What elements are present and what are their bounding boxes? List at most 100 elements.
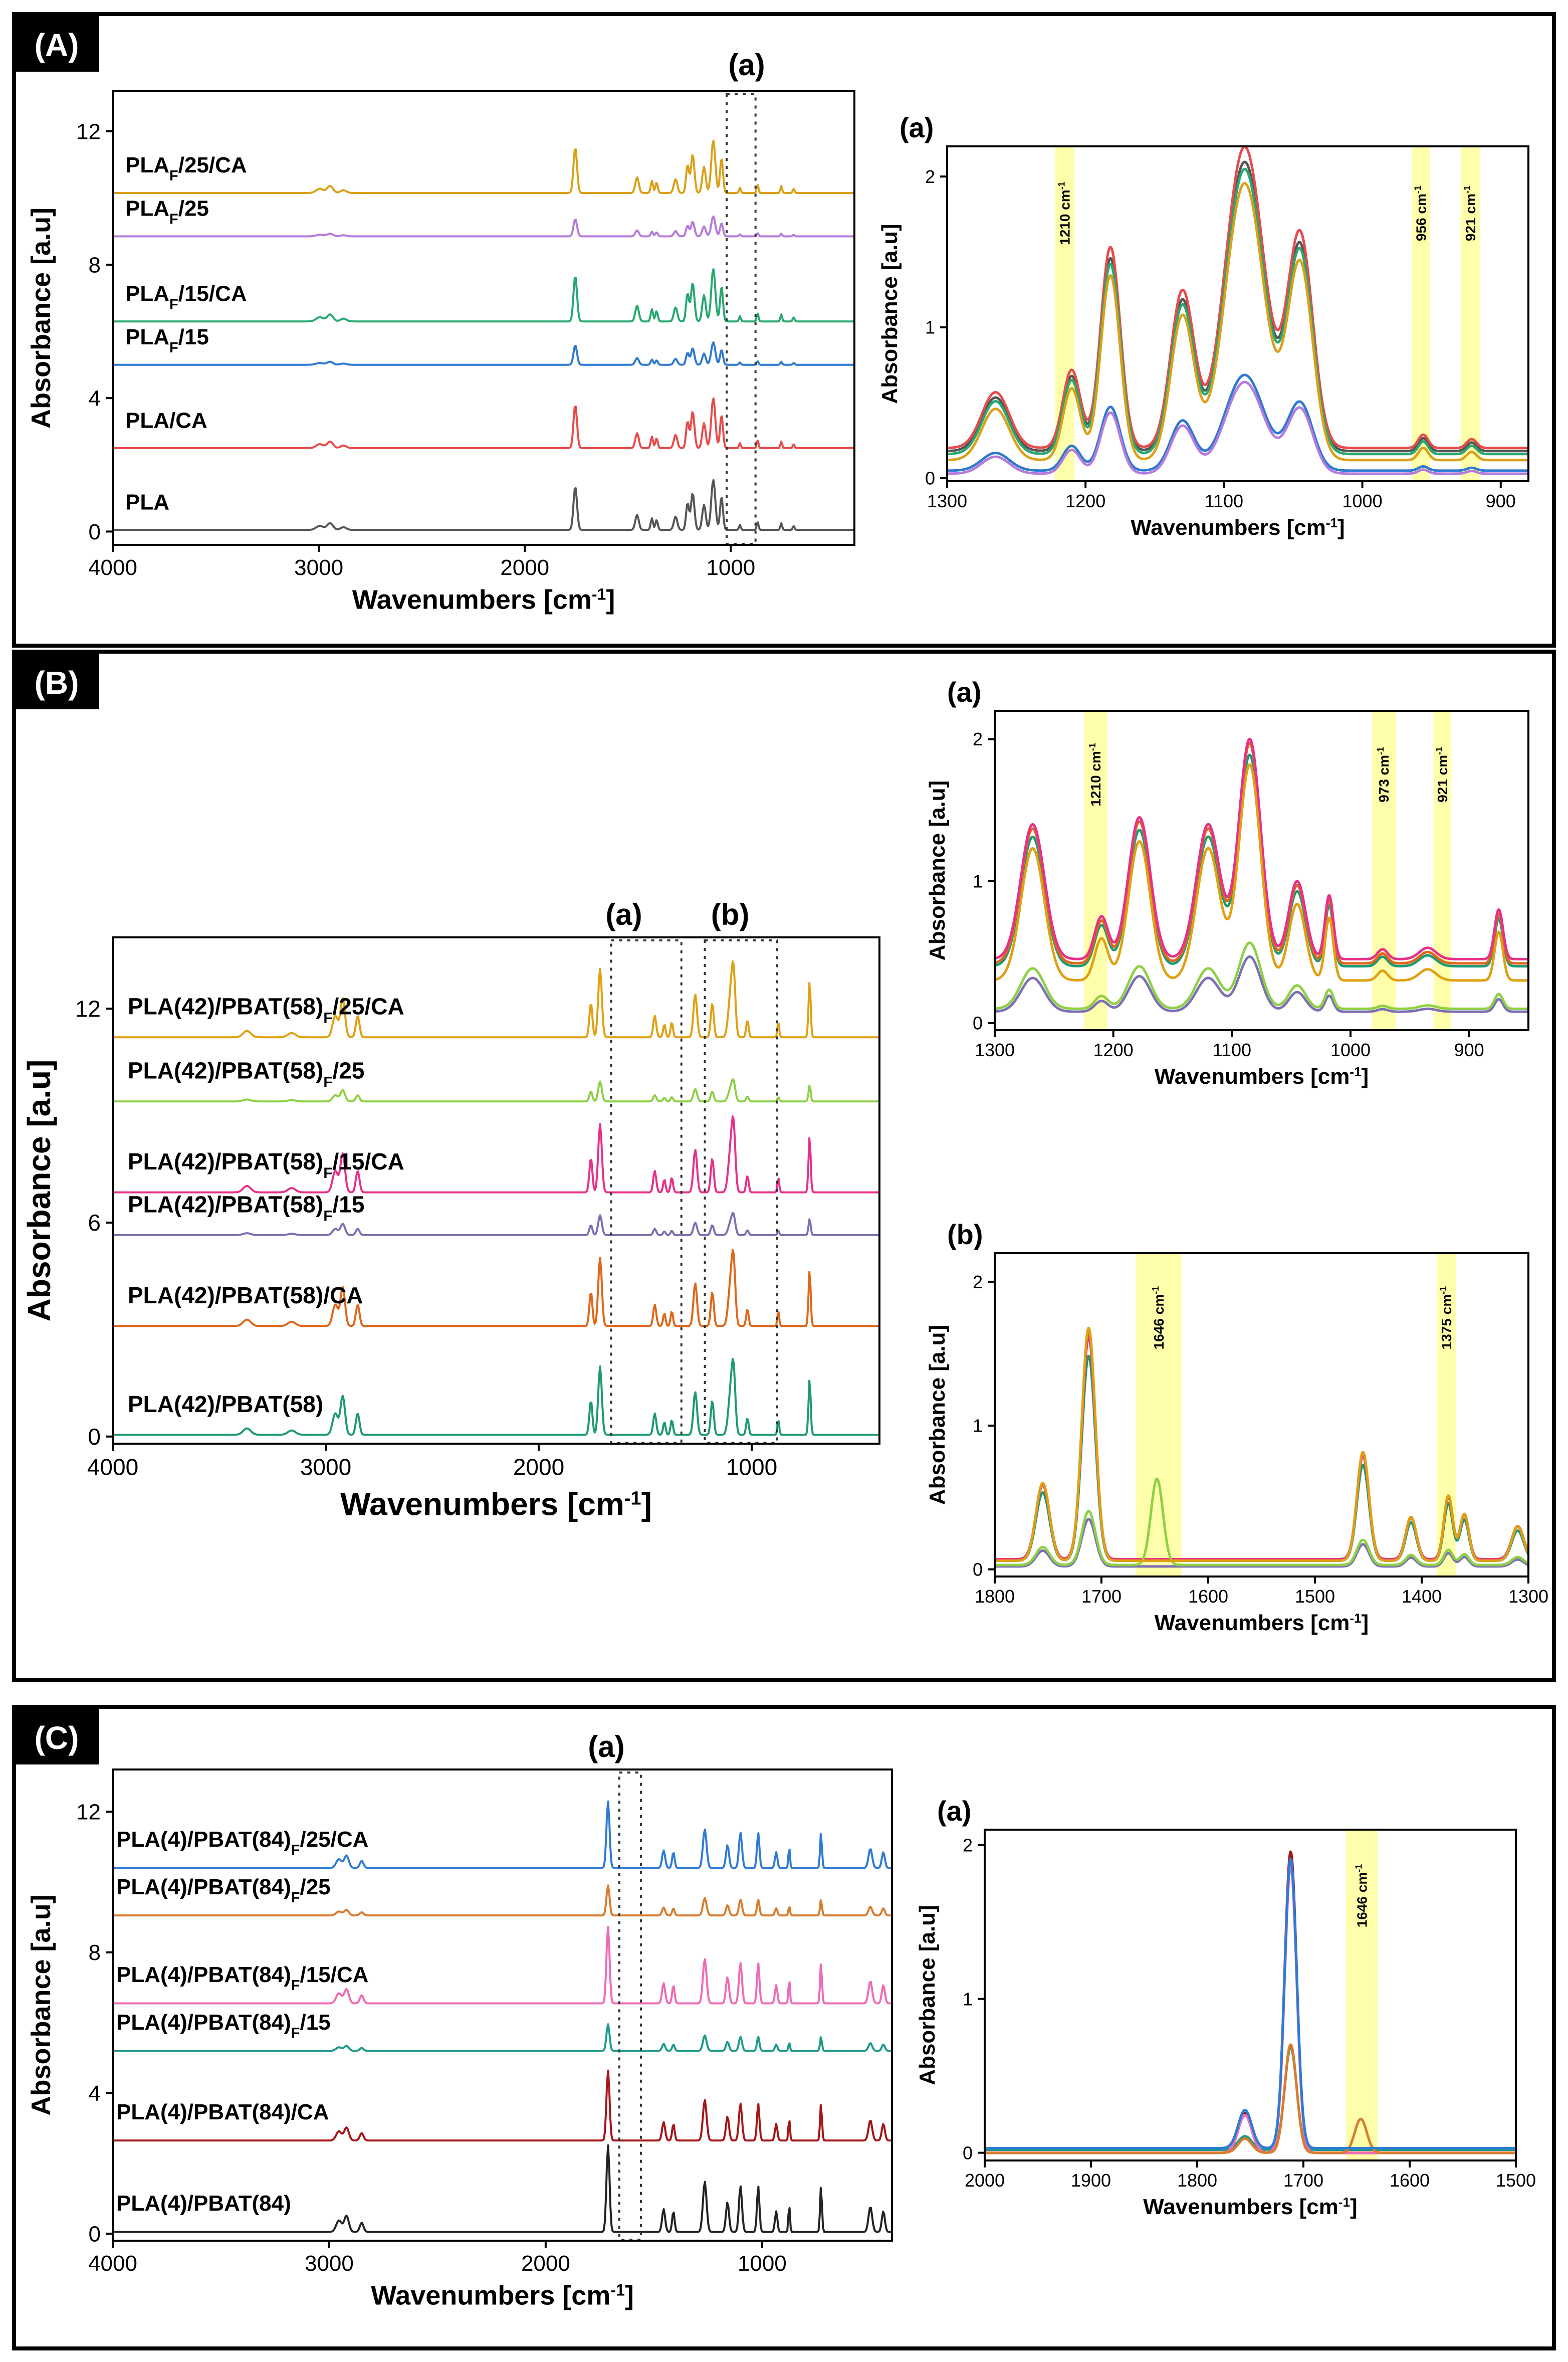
- x-tick-label-1: 3000: [294, 555, 343, 580]
- series-label-1: PLA(42)/PBAT(58)/CA: [128, 1282, 363, 1308]
- y-axis-label: Absorbance [a.u]: [925, 780, 950, 960]
- x-tick-label-3: 1000: [706, 555, 755, 580]
- band-label-0: 1210 cm-1: [1057, 181, 1073, 245]
- x-tick-label-2: 2000: [500, 555, 549, 580]
- series-line-4: [947, 380, 1528, 475]
- series-line-4: [995, 1477, 1528, 1566]
- y-axis-label: Absorbance [a.u]: [925, 1325, 950, 1505]
- plot-frame: [984, 1829, 1517, 2161]
- series-line-4: [113, 1884, 892, 1917]
- series-line-1: [113, 2069, 892, 2142]
- x-tick-label-1: 3000: [305, 2251, 354, 2276]
- zoom-region-box-0: [618, 1772, 642, 2241]
- panel-A-box: [12, 12, 1556, 648]
- series-label-0: PLA: [125, 490, 169, 514]
- series-line-2: [113, 2023, 892, 2052]
- x-axis-label: Wavenumbers [cm-1]: [371, 2281, 634, 2311]
- series-label-1: PLA/CA: [125, 408, 207, 433]
- x-tick-label-3: 1000: [738, 2251, 787, 2276]
- series-line-2: [995, 1517, 1528, 1568]
- panel-A-zoom-chart: 1210 cm-1 956 cm-1 921 cm-1 1300 1200 1100 100…: [877, 112, 1529, 540]
- series-line-3: [113, 268, 854, 323]
- x-tick-label-2: 1800: [1177, 2170, 1217, 2191]
- highlight-band-0: [1346, 1830, 1378, 2160]
- series-line-2: [113, 341, 854, 366]
- y-axis-label: Absorbance [a.u]: [877, 224, 902, 404]
- highlight-band-2: [1460, 146, 1480, 481]
- plot-frame: [112, 1768, 893, 2242]
- highlight-band-1: [1412, 146, 1430, 481]
- band-label-2: 921 cm-1: [1434, 747, 1450, 803]
- series-label-3: PLAF/15/CA: [125, 281, 247, 312]
- x-tick-label-0: 1300: [927, 491, 967, 511]
- x-axis-label: Wavenumbers [cm-1]: [1143, 2195, 1357, 2219]
- panel-A-zoom-marker: (a): [728, 48, 765, 82]
- panel-A-tab: (A): [14, 14, 99, 72]
- series-line-3: [995, 737, 1528, 960]
- plot-frame: [112, 936, 880, 1445]
- zoom-region-box-0: [726, 93, 757, 545]
- band-label-0: 1646 cm-1: [1354, 1864, 1370, 1928]
- series-line-0: [113, 479, 854, 531]
- band-label-0: 1646 cm-1: [1151, 1286, 1167, 1350]
- y-tick-label-0: 0: [925, 468, 935, 489]
- panel-B-label: (B): [35, 665, 79, 701]
- y-axis-label: Absorbance [a.u]: [26, 208, 56, 429]
- y-tick-label-1: 1: [925, 317, 935, 338]
- y-tick-label-2: 2: [963, 1835, 973, 1855]
- panel-B-box: [12, 650, 1556, 1682]
- series-label-3: PLA(4)/PBAT(84)F/15/CA: [116, 1962, 368, 1994]
- band-label-0: 1210 cm-1: [1087, 743, 1103, 807]
- series-line-1: [985, 1850, 1516, 2154]
- panel-C-zoom-marker: (a): [588, 1730, 624, 1763]
- zoom-region-box-0: [610, 939, 683, 1444]
- series-label-2: PLAF/15: [125, 325, 209, 356]
- x-tick-label-5: 1500: [1496, 2170, 1536, 2191]
- y-tick-label-2: 8: [89, 1940, 101, 1965]
- series-label-1: PLA(4)/PBAT(84)/CA: [116, 2100, 329, 2124]
- highlight-band-0: [1136, 1253, 1182, 1577]
- x-tick-label-4: 900: [1454, 1040, 1484, 1060]
- series-line-4: [113, 215, 854, 238]
- x-tick-label-0: 4000: [88, 2251, 137, 2276]
- series-line-1: [113, 397, 854, 449]
- panel-C-main-chart: PLA(4)/PBAT(84) PLA(4)/PBAT(84)/CA PLA(4)/…: [26, 1768, 893, 2311]
- series-label-5: PLAF/25/CA: [125, 153, 247, 184]
- x-tick-label-2: 2000: [513, 1454, 564, 1480]
- panel-B-tab: (B): [14, 652, 99, 709]
- plot-frame: [994, 1252, 1529, 1578]
- series-line-5: [113, 1800, 892, 1869]
- y-tick-label-1: 4: [89, 386, 101, 411]
- series-line-3: [113, 1115, 879, 1194]
- x-tick-label-3: 1000: [726, 1454, 777, 1480]
- series-line-1: [947, 146, 1528, 450]
- x-tick-label-1: 1200: [1065, 491, 1105, 511]
- x-tick-label-0: 2000: [965, 2170, 1005, 2191]
- y-tick-label-2: 12: [75, 996, 101, 1022]
- band-label-1: 956 cm-1: [1413, 185, 1429, 241]
- series-line-2: [113, 1212, 879, 1236]
- y-axis-label: Absorbance [a.u]: [26, 1894, 56, 2115]
- panel-A-main-chart: PLA PLA/CA PLAF/15 PLAF/15/CA PLAF/25 PLAF/25…: [26, 90, 855, 615]
- x-axis-label: Wavenumbers [cm-1]: [1155, 1611, 1369, 1635]
- series-label-4: PLA(42)/PBAT(58)F/25: [128, 1058, 364, 1091]
- x-tick-label-4: 1600: [1390, 2170, 1430, 2191]
- series-line-4: [113, 1078, 879, 1103]
- x-tick-label-0: 4000: [87, 1454, 138, 1480]
- x-tick-label-2: 1100: [1213, 1040, 1251, 1060]
- series-label-0: PLA(42)/PBAT(58): [128, 1391, 323, 1417]
- band-label-1: 973 cm-1: [1376, 747, 1392, 803]
- x-tick-label-0: 4000: [88, 555, 137, 580]
- y-tick-label-2: 2: [973, 1272, 983, 1292]
- y-tick-label-0: 0: [88, 1424, 101, 1450]
- band-label-2: 921 cm-1: [1462, 185, 1478, 241]
- panel-B-zoom-b-chart: 1646 cm-1 1375 cm-1 1800 1700 1600 1500 1400 13…: [925, 1219, 1548, 1635]
- series-line-1: [113, 1249, 879, 1327]
- panel-C-label: (C): [35, 1720, 79, 1756]
- plot-frame: [946, 145, 1529, 482]
- band-label-1: 1375 cm-1: [1438, 1286, 1454, 1350]
- series-line-4: [985, 2043, 1516, 2154]
- series-label-5: PLA(42)/PBAT(58)F/25/CA: [128, 994, 404, 1027]
- x-tick-label-3: 1700: [1283, 2170, 1323, 2191]
- y-tick-label-1: 1: [973, 1416, 983, 1436]
